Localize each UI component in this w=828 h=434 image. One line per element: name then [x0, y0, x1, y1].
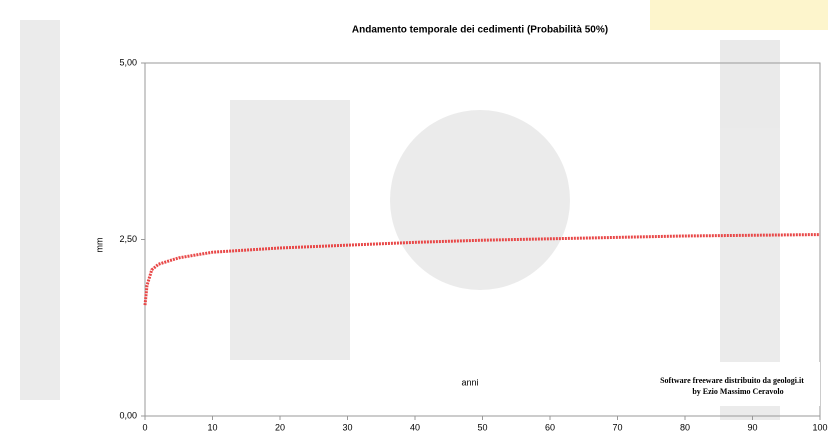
x-tick-label: 60 [545, 422, 555, 432]
y-tick-label: 2,50 [119, 234, 137, 244]
x-axis-label: anni [461, 377, 478, 387]
x-tick-label: 40 [410, 422, 420, 432]
x-tick-label: 10 [207, 422, 217, 432]
x-tick-label: 80 [680, 422, 690, 432]
x-tick-label: 90 [747, 422, 757, 432]
x-tick-label: 30 [342, 422, 352, 432]
x-tick-label: 70 [612, 422, 622, 432]
annotation: Software freeware distribuito da geologi… [660, 376, 804, 385]
y-axis-label: mm [94, 238, 104, 253]
y-tick-label: 0,00 [119, 410, 137, 420]
x-tick-label: 100 [812, 422, 827, 432]
x-tick-label: 50 [477, 422, 487, 432]
chart: Andamento temporale dei cedimenti (Proba… [0, 0, 828, 434]
page: {"chart_data": { "type": "line", "title"… [0, 0, 828, 434]
y-tick-label: 5,00 [119, 57, 137, 67]
x-tick-label: 20 [275, 422, 285, 432]
chart-title: Andamento temporale dei cedimenti (Proba… [352, 25, 608, 36]
x-tick-label: 0 [142, 422, 147, 432]
annotation: by Ezio Massimo Ceravolo [692, 387, 783, 396]
